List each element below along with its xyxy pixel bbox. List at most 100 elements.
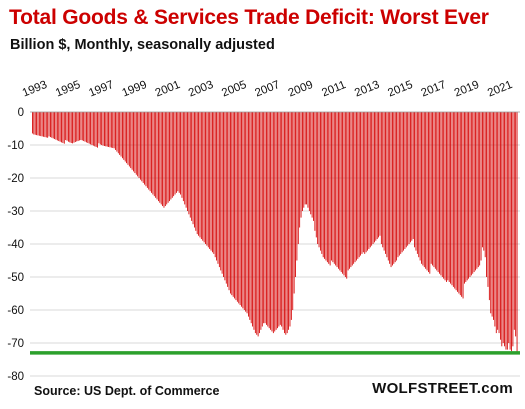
data-bar <box>353 112 355 264</box>
data-bar <box>356 112 357 261</box>
data-bar <box>97 112 98 148</box>
data-bar <box>195 112 197 231</box>
data-bar <box>106 112 108 147</box>
data-bar <box>310 112 312 215</box>
data-bar <box>285 112 287 335</box>
data-bar <box>304 112 306 205</box>
data-bar <box>342 112 344 274</box>
data-bar <box>457 112 458 292</box>
data-bar <box>364 112 366 254</box>
data-bar <box>166 112 168 205</box>
data-bar <box>362 112 364 253</box>
data-bar <box>126 112 128 164</box>
data-bar <box>293 112 295 294</box>
data-bar <box>426 112 428 271</box>
data-bar <box>51 112 53 138</box>
data-bar <box>511 112 512 352</box>
data-bar <box>480 112 482 261</box>
data-bar <box>142 112 144 183</box>
data-bar <box>65 112 67 141</box>
y-tick-label: -80 <box>7 371 24 383</box>
data-bar <box>58 112 60 142</box>
data-bar <box>149 112 151 192</box>
data-bar <box>318 112 320 248</box>
data-bar <box>170 112 172 200</box>
data-bar <box>88 112 90 144</box>
data-bar <box>383 112 385 251</box>
data-bar <box>162 112 164 207</box>
y-tick-label: -70 <box>7 338 24 350</box>
data-bar <box>508 112 510 343</box>
data-bar <box>410 112 411 243</box>
data-bar <box>360 112 362 256</box>
data-bar <box>55 112 57 140</box>
data-bar <box>45 112 47 138</box>
data-bar <box>50 112 51 138</box>
data-bar <box>320 112 321 251</box>
data-bar <box>236 112 238 302</box>
data-bar <box>296 112 298 261</box>
data-bar <box>83 112 85 142</box>
data-bar <box>437 112 439 273</box>
data-bar <box>116 112 118 152</box>
data-bar <box>447 112 449 281</box>
y-tick-label: -30 <box>7 206 24 218</box>
data-bar <box>156 112 158 200</box>
data-bar <box>493 112 494 320</box>
data-bar <box>429 112 431 274</box>
data-bar <box>275 112 277 330</box>
data-bar <box>516 112 518 353</box>
data-bar <box>308 112 310 211</box>
data-bar <box>174 112 176 195</box>
data-bar <box>59 112 61 142</box>
data-bar <box>33 112 35 135</box>
data-bar <box>253 112 255 330</box>
x-axis: 1993 1995 1997 1999 2001 2003 2005 2007 2009 2011… <box>21 79 514 100</box>
data-bar <box>73 112 75 143</box>
data-bar <box>371 112 373 246</box>
data-bar <box>423 112 425 268</box>
data-bar <box>159 112 161 203</box>
data-bar <box>404 112 406 249</box>
data-bar <box>484 112 486 258</box>
data-bar <box>509 112 511 350</box>
data-bar <box>331 112 332 261</box>
data-bar <box>185 112 187 208</box>
data-bar <box>500 112 501 340</box>
data-bar <box>502 112 504 343</box>
data-bar <box>425 112 427 269</box>
data-bar <box>32 112 33 134</box>
data-bar <box>347 112 349 271</box>
data-bar <box>194 112 195 228</box>
data-bar <box>209 112 211 249</box>
x-tick-label: 1993 <box>21 79 49 100</box>
data-bar <box>178 112 180 193</box>
data-bar <box>74 112 76 143</box>
data-bar <box>281 112 283 327</box>
data-bar <box>459 112 461 296</box>
data-bar <box>389 112 391 264</box>
chart-subtitle: Billion $, Monthly, seasonally adjusted <box>10 37 275 53</box>
data-bar <box>343 112 345 276</box>
data-bar <box>163 112 165 208</box>
data-bar <box>451 112 453 286</box>
data-bar <box>336 112 338 268</box>
data-bar <box>397 112 399 258</box>
data-bar <box>81 112 83 141</box>
y-tick-label: -40 <box>7 239 24 251</box>
data-bar <box>232 112 234 297</box>
data-bar <box>387 112 389 261</box>
data-bar <box>380 112 382 244</box>
data-bar <box>144 112 146 185</box>
data-bar <box>488 112 490 301</box>
data-bar <box>192 112 194 225</box>
y-tick-label: -60 <box>7 305 24 317</box>
data-bar <box>274 112 276 332</box>
data-bar <box>354 112 356 263</box>
data-bar <box>151 112 152 193</box>
data-bar <box>290 112 292 320</box>
data-bar <box>122 112 123 159</box>
data-bar <box>202 112 204 241</box>
data-bar <box>214 112 216 258</box>
data-bar <box>234 112 236 299</box>
